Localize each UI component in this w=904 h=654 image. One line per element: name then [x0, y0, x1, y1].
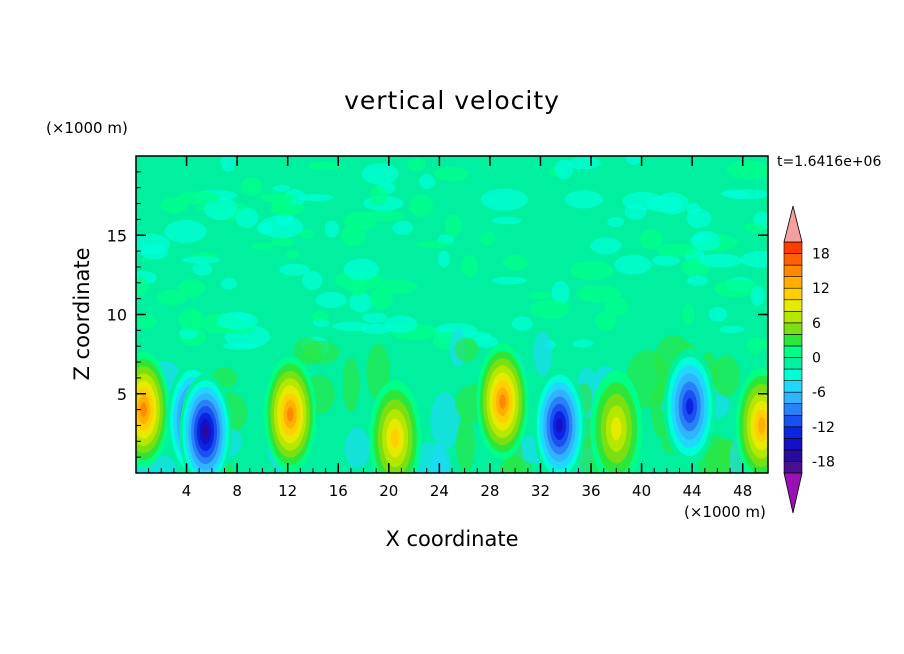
y-tick-label: 5 [117, 385, 127, 404]
x-axis-label: X coordinate [385, 527, 519, 551]
x-tick-label: 44 [683, 482, 702, 500]
colorbar-segment [783, 380, 803, 393]
colorbar-over-arrow [783, 205, 803, 243]
colorbar-segment [783, 276, 803, 289]
colorbar-segment [783, 403, 803, 416]
y-axis-ticks: 5 10 15 [107, 171, 768, 458]
colorbar-segment [783, 322, 803, 335]
x-tick-label: 36 [581, 482, 600, 500]
colorbar-tick-label: 12 [812, 281, 830, 297]
colorbar-tick-label: -12 [812, 420, 835, 436]
convective-cell [590, 370, 643, 473]
x-tick-label: 12 [278, 482, 297, 500]
colorbar-segment [783, 299, 803, 312]
y-tick-label: 10 [107, 306, 127, 325]
colorbar-segment [783, 357, 803, 370]
x-tick-label: 48 [733, 482, 752, 500]
y-tick-label: 15 [107, 226, 127, 245]
velocity-field [136, 156, 768, 473]
x-axis-ticks: 4 8 12 16 20 24 28 32 36 40 44 48 [148, 156, 756, 500]
colorbar-segment [783, 334, 803, 347]
colorbar-under-arrow [783, 472, 803, 514]
convective-cell [476, 343, 529, 460]
x-tick-label: 24 [430, 482, 449, 500]
colorbar-segment [783, 241, 803, 254]
x-tick-label: 16 [329, 482, 348, 500]
x-tick-label: 32 [531, 482, 550, 500]
convective-cell [533, 367, 586, 473]
colorbar-segment [783, 391, 803, 404]
colorbar-segment [783, 345, 803, 358]
time-label: t=1.6416e+06 [777, 154, 882, 170]
chart-title: vertical velocity [344, 86, 560, 115]
colorbar-tick-label: 0 [812, 351, 821, 367]
convective-cell [264, 356, 317, 473]
x-tick-label: 8 [232, 482, 242, 500]
colorbar-tick-label: -6 [812, 385, 826, 401]
colorbar: 18 12 6 0 -6 -12 -18 [783, 205, 835, 514]
x-tick-label: 20 [379, 482, 398, 500]
colorbar-segment [783, 253, 803, 266]
colorbar-tick-label: -18 [812, 454, 835, 470]
colorbar-segment [783, 414, 803, 428]
y-unit-label: (×1000 m) [46, 119, 128, 137]
x-tick-label: 40 [632, 482, 651, 500]
colorbar-tick-label: 6 [812, 316, 821, 332]
colorbar-segment [783, 461, 803, 474]
colorbar-segment [783, 287, 803, 301]
colorbar-segment [783, 438, 803, 451]
x-tick-label: 4 [182, 482, 192, 500]
field-texture [136, 156, 768, 356]
convective-cell [179, 373, 232, 473]
y-axis-label: Z coordinate [70, 247, 94, 381]
colorbar-segment [783, 310, 803, 324]
convective-cell [735, 367, 768, 473]
colorbar-segment [783, 449, 803, 462]
colorbar-segment [783, 264, 803, 277]
convective-cell [663, 348, 716, 465]
colorbar-segment [783, 368, 803, 381]
colorbar-segment [783, 426, 803, 439]
x-unit-label: (×1000 m) [684, 503, 766, 521]
x-tick-label: 28 [480, 482, 499, 500]
convective-cell [136, 351, 170, 468]
colorbar-tick-label: 18 [812, 247, 830, 263]
convective-cell [369, 380, 422, 473]
